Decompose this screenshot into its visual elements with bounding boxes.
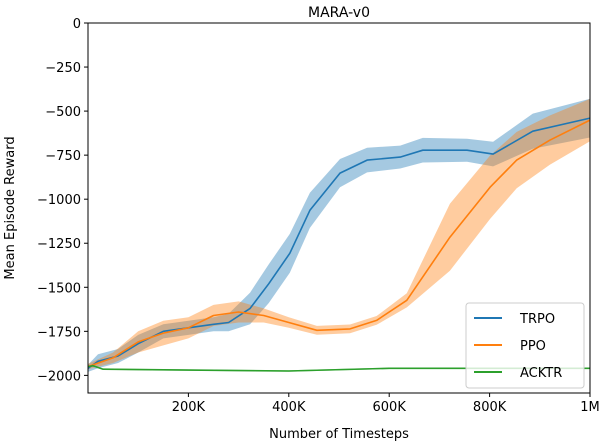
x-axis-label: Number of Timesteps	[269, 427, 409, 442]
line-ppo	[87, 119, 591, 368]
legend: TRPO PPO ACKTR	[465, 302, 585, 389]
x-tick-label: 600K	[373, 400, 407, 415]
y-tick-label: −1000	[37, 193, 81, 208]
legend-label-acktr: ACKTR	[520, 366, 562, 381]
y-tick-label: 0	[73, 17, 81, 32]
y-axis-label: Mean Episode Reward	[3, 136, 18, 279]
y-axis: 0 −250 −500 −750 −1000 −1250 −1500 −1750 −2000	[37, 17, 88, 384]
x-tick-label: 400K	[272, 400, 306, 415]
plot-frame	[87, 22, 591, 394]
y-tick-label: −2000	[37, 369, 81, 384]
legend-label-ppo: PPO	[520, 339, 546, 354]
y-tick-label: −500	[45, 105, 81, 120]
y-tick-label: −1750	[37, 325, 81, 340]
x-axis: 200K 400K 600K 800K 1M	[172, 393, 600, 415]
y-tick-label: −750	[45, 149, 81, 164]
line-trpo	[87, 117, 591, 369]
legend-label-trpo: TRPO	[519, 312, 555, 327]
legend-box	[465, 302, 585, 389]
y-tick-label: −1250	[37, 237, 81, 252]
x-tick-label: 1M	[580, 400, 600, 415]
y-tick-label: −250	[45, 61, 81, 76]
x-tick-label: 200K	[172, 400, 206, 415]
chart-title: MARA-v0	[308, 5, 370, 21]
x-tick-label: 800K	[473, 400, 507, 415]
y-tick-label: −1500	[37, 281, 81, 296]
